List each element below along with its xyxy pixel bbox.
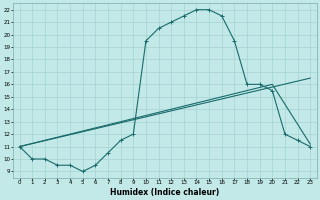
X-axis label: Humidex (Indice chaleur): Humidex (Indice chaleur): [110, 188, 220, 197]
